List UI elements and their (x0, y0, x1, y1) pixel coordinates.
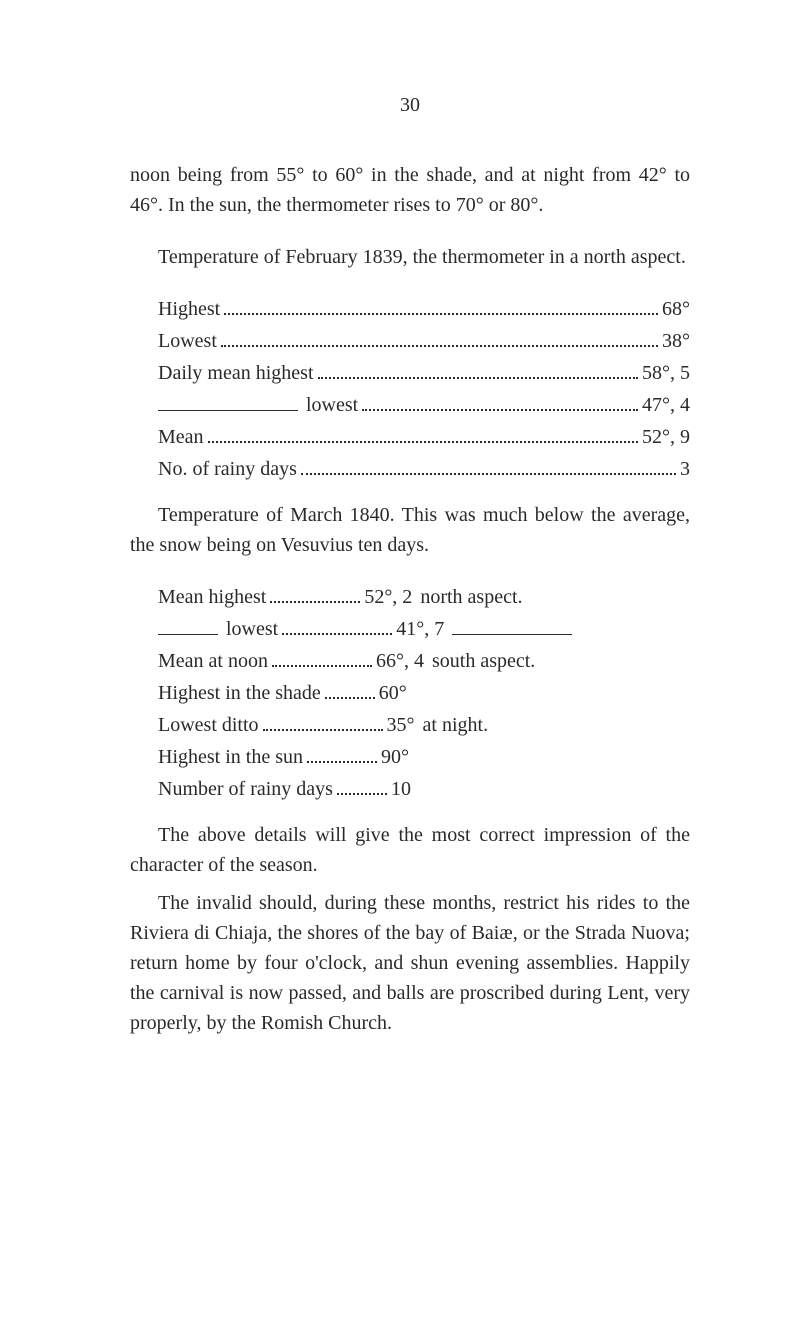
document-page: 30 noon being from 55° to 60° in the sha… (0, 0, 800, 1106)
data-value: 10 (391, 774, 411, 804)
data-value: 35° (387, 710, 415, 740)
data-value: 68° (662, 294, 690, 324)
data-row: Highest in the shade 60° (130, 678, 690, 708)
closing-paragraph-1: The above details will give the most cor… (130, 820, 690, 880)
dash-continuation (452, 634, 572, 635)
data-value: 41°, 7 (396, 614, 444, 644)
leader-dots (263, 729, 383, 731)
data-label: Mean (158, 422, 204, 452)
dash-continuation (158, 410, 298, 411)
intro-paragraph: noon being from 55° to 60° in the shade,… (130, 160, 690, 220)
data-row: Mean 52°, 9 (130, 422, 690, 452)
data-value: 90° (381, 742, 409, 772)
data-label: Mean highest (158, 582, 266, 612)
data-label: Highest (158, 294, 220, 324)
march-heading: Temperature of March 1840. This was much… (130, 500, 690, 560)
data-value: 38° (662, 326, 690, 356)
leader-dots (307, 761, 377, 763)
page-number: 30 (130, 90, 690, 120)
data-label: lowest (306, 390, 358, 420)
data-row: No. of rainy days 3 (130, 454, 690, 484)
data-value: 66°, 4 (376, 646, 424, 676)
data-value: 60° (379, 678, 407, 708)
leader-dots (325, 697, 375, 699)
data-value: 52°, 2 (364, 582, 412, 612)
leader-dots (208, 441, 638, 443)
data-row: Lowest 38° (130, 326, 690, 356)
data-row: lowest 41°, 7 (130, 614, 690, 644)
data-value: 47°, 4 (642, 390, 690, 420)
data-label: Daily mean highest (158, 358, 314, 388)
data-row: Highest 68° (130, 294, 690, 324)
data-value: 52°, 9 (642, 422, 690, 452)
leader-dots (337, 793, 387, 795)
data-row: lowest 47°, 4 (130, 390, 690, 420)
data-row: Number of rainy days 10 (130, 774, 690, 804)
leader-dots (221, 345, 658, 347)
data-label: Number of rainy days (158, 774, 333, 804)
closing-paragraph-2: The invalid should, during these months,… (130, 888, 690, 1038)
data-note: north aspect. (420, 582, 522, 612)
data-note: south aspect. (432, 646, 535, 676)
data-value: 3 (680, 454, 690, 484)
feb-heading: Temperature of February 1839, the thermo… (130, 242, 690, 272)
leader-dots (301, 473, 676, 475)
dash-continuation (158, 634, 218, 635)
leader-dots (362, 409, 638, 411)
data-label: Lowest (158, 326, 217, 356)
leader-dots (282, 633, 392, 635)
data-note: at night. (423, 710, 489, 740)
data-label: Highest in the sun (158, 742, 303, 772)
leader-dots (270, 601, 360, 603)
leader-dots (318, 377, 638, 379)
data-row: Daily mean highest 58°, 5 (130, 358, 690, 388)
data-label: Highest in the shade (158, 678, 321, 708)
leader-dots (224, 313, 658, 315)
data-row: Mean at noon 66°, 4 south aspect. (130, 646, 690, 676)
data-label: No. of rainy days (158, 454, 297, 484)
data-row: Highest in the sun 90° (130, 742, 690, 772)
data-row: Mean highest 52°, 2 north aspect. (130, 582, 690, 612)
data-value: 58°, 5 (642, 358, 690, 388)
leader-dots (272, 665, 372, 667)
data-label: lowest (226, 614, 278, 644)
data-label: Lowest ditto (158, 710, 259, 740)
data-row: Lowest ditto 35° at night. (130, 710, 690, 740)
data-label: Mean at noon (158, 646, 268, 676)
